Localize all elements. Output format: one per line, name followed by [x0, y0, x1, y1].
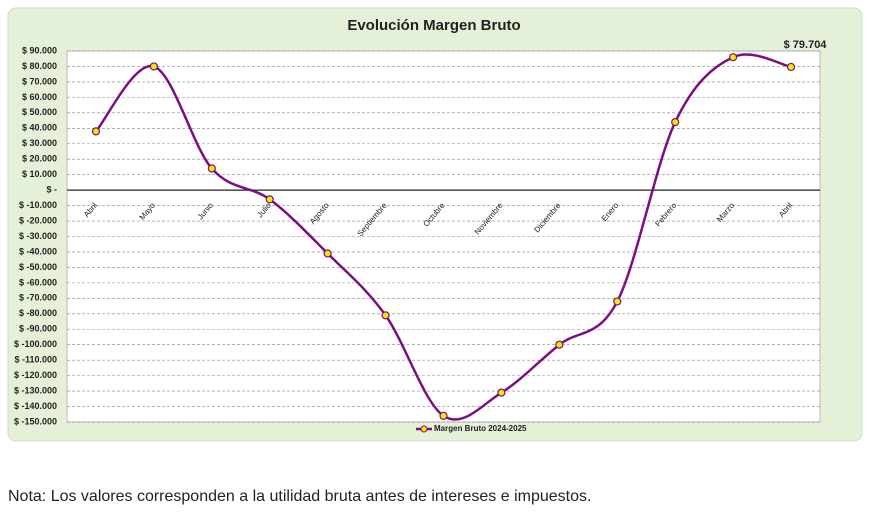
y-tick-label: $ -140.000 — [14, 401, 57, 411]
y-tick-label: $ -120.000 — [14, 370, 57, 380]
marker — [613, 297, 622, 306]
legend-label: Margen Bruto 2024-2025 — [434, 424, 527, 433]
y-tick-label: $ -70.000 — [19, 293, 57, 303]
y-tick-label: $ -80.000 — [19, 308, 57, 318]
y-tick-label: $ 90.000 — [22, 45, 57, 55]
y-tick-label: $ 20.000 — [22, 154, 57, 164]
y-tick-label: $ 80.000 — [22, 61, 57, 71]
y-tick-label: $ -100.000 — [14, 339, 57, 349]
marker — [207, 164, 216, 173]
marker — [91, 127, 101, 136]
marker — [729, 53, 738, 62]
legend-marker — [420, 425, 428, 433]
marker — [323, 249, 332, 258]
marker — [555, 340, 564, 349]
y-tick-label: $ -30.000 — [19, 231, 57, 241]
y-tick-label: $ 60.000 — [22, 92, 57, 102]
marker — [786, 62, 796, 72]
y-tick-label: $ -150.000 — [14, 416, 57, 426]
y-tick-label: $ -40.000 — [19, 246, 57, 256]
y-tick-label: $ -20.000 — [19, 215, 57, 225]
marker — [381, 311, 390, 320]
y-tick-label: $ -90.000 — [19, 324, 57, 334]
y-tick-label: $ -130.000 — [14, 385, 57, 395]
y-tick-label: $ -110.000 — [14, 355, 57, 365]
y-tick-label: $ 70.000 — [22, 76, 57, 86]
y-tick-label: $ -50.000 — [19, 262, 57, 272]
y-tick-label: $ 40.000 — [22, 123, 57, 133]
marker — [439, 411, 448, 420]
y-tick-label: $ -10.000 — [19, 200, 57, 210]
y-tick-label: $ 30.000 — [22, 138, 57, 148]
note: Nota: Los valores corresponden a la util… — [8, 488, 592, 505]
marker — [149, 62, 158, 71]
marker — [671, 118, 680, 127]
marker — [265, 195, 274, 204]
chart-title: Evolución Margen Bruto — [347, 17, 520, 34]
marker — [497, 388, 506, 397]
y-tick-label: $ 10.000 — [22, 169, 57, 179]
y-tick-label: $ -60.000 — [19, 277, 57, 287]
y-tick-label: $ 50.000 — [22, 107, 57, 117]
y-tick-label: $ - — [46, 185, 57, 195]
chart: Evolución Margen Bruto $ 90.000 $ 80.000 $… — [7, 7, 863, 442]
data-label: $ 79.704 — [784, 39, 828, 51]
